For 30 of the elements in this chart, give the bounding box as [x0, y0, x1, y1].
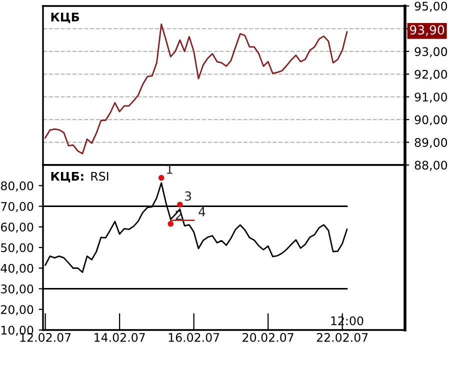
x-tick-label: 14.02.07 [94, 332, 145, 342]
y-tick-label: 92,00 [414, 70, 448, 80]
y-tick-label: 80,00 [0, 181, 34, 192]
y-tick-label: 20,00 [1, 305, 34, 316]
y-tick-label: 90,00 [414, 115, 448, 126]
y-tick-label: 89,00 [414, 138, 448, 148]
series-label: 1 [166, 164, 172, 174]
series-label: 3 [185, 191, 192, 201]
point [158, 174, 164, 181]
y-tick-label: 40,00 [0, 264, 34, 274]
y-tick-label: 30,00 [1, 284, 34, 295]
line-series [44, 23, 348, 154]
series-label: 4 [198, 207, 206, 216]
annotation: 93,90 [410, 25, 444, 36]
point [177, 202, 183, 208]
x-tick-label: 16.02.07 [168, 332, 220, 342]
point [168, 220, 174, 227]
chart-subtitle: RSI [91, 172, 108, 181]
text: КЦБ: [51, 172, 84, 182]
y-tick-label: 60,00 [1, 222, 34, 233]
x-tick-label: 22.02.07 [316, 332, 368, 342]
y-tick-label: 88,00 [414, 160, 448, 171]
x-tick-label: 20.02.07 [242, 332, 294, 342]
y-tick-label: 93,00 [414, 47, 448, 58]
text: КЦБ [51, 12, 80, 24]
series-label: 2 [176, 210, 182, 220]
y-tick-label: 95,00 [414, 2, 448, 12]
y-tick-label: 70,00 [1, 202, 34, 212]
y-tick-label: 91,00 [414, 92, 448, 103]
y-tick-label: 50,00 [1, 243, 34, 254]
